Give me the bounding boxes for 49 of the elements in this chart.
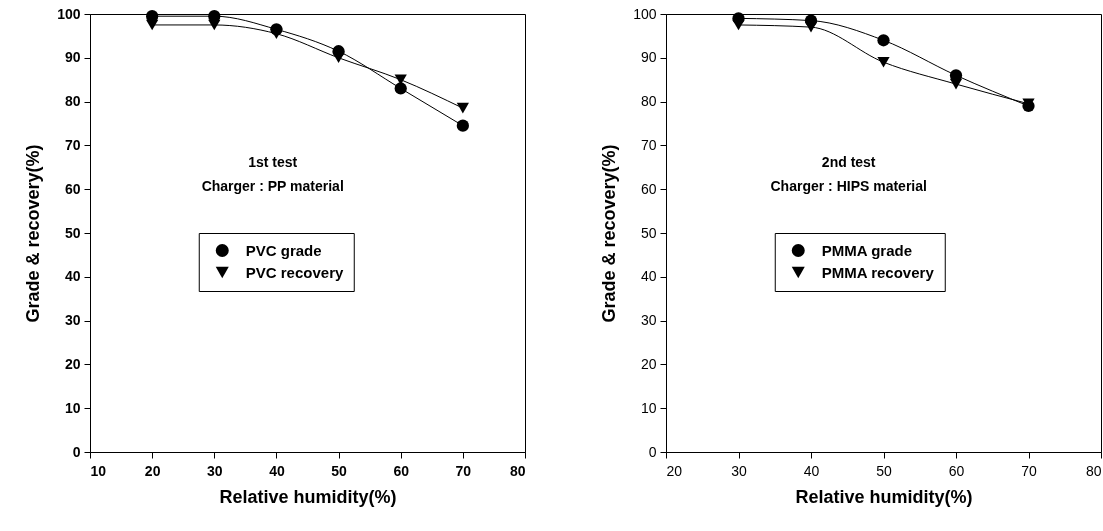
x-tick-label: 30 [731,462,747,479]
legend-label: PMMA recovery [821,263,935,281]
annotation: 1st test [248,153,298,170]
x-tick-label: 50 [876,462,892,479]
x-tick-label: 80 [509,462,526,479]
y-tick-label: 0 [72,443,81,460]
x-tick-label: 10 [90,462,107,479]
x-tick-label: 40 [269,462,285,479]
legend-label: PMMA grade [821,241,913,259]
x-axis-title: Relative humidity(%) [795,486,973,507]
y-tick-label: 100 [633,5,657,22]
y-tick-label: 20 [64,355,81,372]
y-tick-label: 70 [640,136,657,153]
y-tick-label: 50 [64,224,81,241]
y-axis-title: Grade & recovery(%) [599,144,620,323]
x-tick-label: 60 [393,462,410,479]
y-tick-label: 50 [640,224,657,241]
x-tick-label: 30 [207,462,223,479]
y-tick-label: 30 [64,312,81,329]
x-tick-label: 60 [948,462,965,479]
legend-label: PVC grade [245,241,322,259]
x-tick-label: 70 [455,462,472,479]
annotation: 2nd test [821,153,876,170]
y-tick-label: 10 [640,399,657,416]
y-tick-label: 80 [64,93,81,110]
y-tick-label: 10 [64,399,81,416]
x-tick-label: 50 [331,462,348,479]
y-tick-label: 0 [648,443,657,460]
y-tick-label: 60 [64,180,81,197]
y-tick-label: 80 [640,93,657,110]
y-tick-label: 20 [640,355,657,372]
y-tick-label: 90 [640,49,657,66]
y-tick-label: 90 [64,49,81,66]
annotation: Charger : HIPS material [770,177,927,194]
x-tick-label: 80 [1085,462,1102,479]
y-tick-label: 70 [64,136,81,153]
y-tick-label: 60 [640,180,657,197]
x-tick-label: 70 [1021,462,1037,479]
y-tick-label: 40 [64,268,81,285]
y-tick-label: 40 [640,268,657,285]
x-axis-title: Relative humidity(%) [219,486,397,507]
x-tick-label: 20 [144,462,161,479]
x-tick-label: 40 [803,462,820,479]
x-tick-label: 20 [666,462,683,479]
legend-label: PVC recovery [245,263,344,281]
annotation: Charger : PP material [201,177,344,194]
y-axis-title: Grade & recovery(%) [23,144,44,323]
y-tick-label: 100 [57,5,81,22]
y-tick-label: 30 [640,312,657,329]
